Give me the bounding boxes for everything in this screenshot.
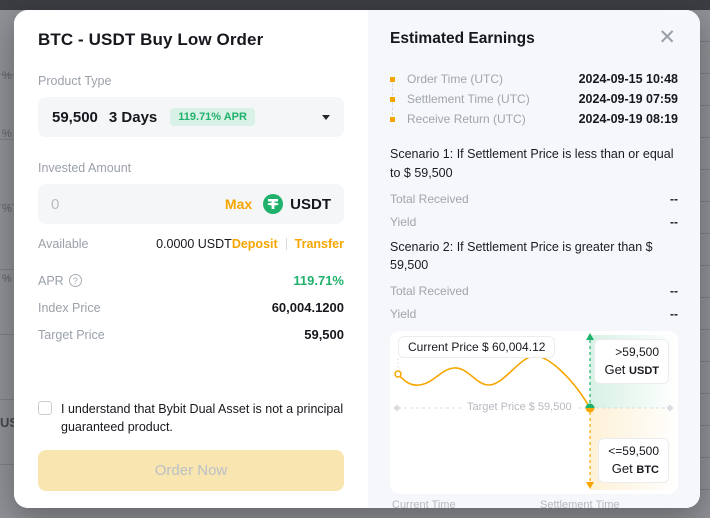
- index-price-row: Index Price 60,004.1200: [38, 300, 344, 315]
- current-time-label: Current Time: [392, 499, 456, 508]
- scenario1-yield-row: Yield --: [390, 215, 678, 229]
- invested-amount-box: Max USDT: [38, 184, 344, 224]
- below-get-label: Get: [611, 460, 633, 476]
- index-price-label: Index Price: [38, 300, 101, 315]
- disclaimer-checkbox[interactable]: [38, 400, 52, 415]
- scenario1-total-received-row: Total Received --: [390, 192, 678, 206]
- above-currency: USDT: [629, 364, 659, 377]
- available-label: Available: [38, 237, 89, 251]
- earnings-title: Estimated Earnings: [390, 30, 535, 47]
- settlement-time-value: 2024-09-19 07:59: [578, 92, 678, 106]
- total-received-label: Total Received: [390, 191, 469, 206]
- order-time-label: Order Time (UTC): [407, 72, 503, 86]
- current-price-label: Current Price $ 60,004.12: [398, 336, 556, 358]
- available-value: 0.0000 USDT: [156, 237, 232, 251]
- deposit-link[interactable]: Deposit: [231, 237, 278, 251]
- apr-value: 119.71%: [293, 273, 344, 288]
- product-type-label: Product Type: [38, 74, 112, 88]
- available-row: Available 0.0000 USDT Deposit Transfer: [38, 237, 344, 251]
- above-target-box: >59,500 Get USDT: [594, 339, 669, 385]
- invested-amount-input[interactable]: [51, 195, 225, 213]
- receive-return-label: Receive Return (UTC): [407, 112, 526, 126]
- currency-label: USDT: [290, 195, 331, 213]
- background-fragment: %: [2, 70, 12, 82]
- target-price-label: Target Price: [38, 327, 105, 342]
- scenario2-title: Scenario 2: If Settlement Price is great…: [390, 239, 653, 273]
- order-form-panel: BTC - USDT Buy Low Order Product Type 59…: [14, 10, 368, 508]
- estimated-earnings-panel: Estimated Earnings ✕ Order Time (UTC) 20…: [368, 10, 700, 508]
- background-topbar: [0, 0, 710, 10]
- background-fragment: US: [0, 415, 19, 430]
- background-right-strip: [697, 10, 710, 518]
- timeline-row: Settlement Time (UTC) 2024-09-19 07:59: [390, 89, 678, 109]
- timeline: Order Time (UTC) 2024-09-15 10:48 Settle…: [390, 69, 678, 129]
- timeline-row: Receive Return (UTC) 2024-09-19 08:19: [390, 109, 678, 129]
- tether-usdt-icon: [263, 194, 284, 214]
- scenario2-yield-row: Yield --: [390, 307, 678, 321]
- divider: [285, 238, 287, 250]
- product-type-select[interactable]: 59,500 3 Days 119.71% APR: [38, 97, 344, 137]
- below-currency: BTC: [636, 463, 659, 476]
- total-received-label: Total Received: [390, 284, 469, 298]
- scenario2-total-received-row: Total Received --: [390, 284, 678, 298]
- disclaimer-text: I understand that Bybit Dual Asset is no…: [61, 401, 344, 434]
- below-condition: <=59,500: [608, 443, 659, 458]
- yield-label: Yield: [390, 307, 417, 321]
- above-get-label: Get: [604, 361, 626, 377]
- payoff-chart: Current Price $ 60,004.12 Target Price $…: [390, 331, 678, 494]
- max-button[interactable]: Max: [224, 196, 253, 212]
- order-time-value: 2024-09-15 10:48: [578, 72, 678, 86]
- close-icon[interactable]: ✕: [658, 26, 676, 49]
- timeline-marker-icon: [390, 76, 395, 82]
- timeline-row: Order Time (UTC) 2024-09-15 10:48: [390, 69, 678, 89]
- invested-amount-label: Invested Amount: [38, 161, 132, 175]
- target-price-row: Target Price 59,500: [38, 327, 344, 342]
- apr-label: APR: [38, 273, 64, 288]
- apr-row: APR? 119.71%: [38, 273, 344, 288]
- above-condition: >59,500: [615, 345, 659, 359]
- help-icon[interactable]: ?: [68, 274, 82, 287]
- total-received-value: --: [670, 191, 678, 206]
- dual-asset-order-modal: BTC - USDT Buy Low Order Product Type 59…: [14, 10, 700, 508]
- background-left-strip: [0, 10, 14, 518]
- duration: 3 Days: [108, 108, 158, 126]
- background-fragment: %: [2, 273, 12, 285]
- below-target-box: <=59,500 Get BTC: [598, 437, 669, 483]
- transfer-link[interactable]: Transfer: [294, 237, 344, 251]
- chevron-down-icon: [322, 114, 330, 120]
- target-price-line-label: Target Price $ 59,500: [462, 401, 577, 413]
- settlement-time-label: Settlement Time (UTC): [407, 92, 530, 106]
- order-modal-title: BTC - USDT Buy Low Order: [38, 30, 264, 49]
- background-fragment: %: [2, 128, 12, 140]
- background-fragment: %: [2, 203, 12, 215]
- index-price-value: 60,004.1200: [271, 300, 344, 315]
- yield-value: --: [670, 307, 678, 321]
- strike-price: 59,500: [52, 108, 98, 126]
- timeline-marker-icon: [390, 96, 395, 102]
- scenario1-title: Scenario 1: If Settlement Price is less …: [390, 147, 674, 180]
- chart-x-axis: Current Time Settlement Time: [390, 498, 678, 508]
- apr-badge: 119.71% APR: [170, 108, 255, 126]
- disclaimer-row: I understand that Bybit Dual Asset is no…: [38, 400, 344, 436]
- receive-return-value: 2024-09-19 08:19: [578, 112, 678, 126]
- timeline-marker-icon: [390, 116, 395, 122]
- total-received-value: --: [670, 284, 678, 298]
- settlement-time-label: Settlement Time: [540, 499, 620, 508]
- yield-label: Yield: [390, 214, 417, 229]
- order-now-button[interactable]: Order Now: [38, 450, 344, 491]
- target-price-value: 59,500: [304, 327, 344, 342]
- earnings-header: Estimated Earnings ✕: [390, 26, 678, 49]
- yield-value: --: [670, 214, 678, 229]
